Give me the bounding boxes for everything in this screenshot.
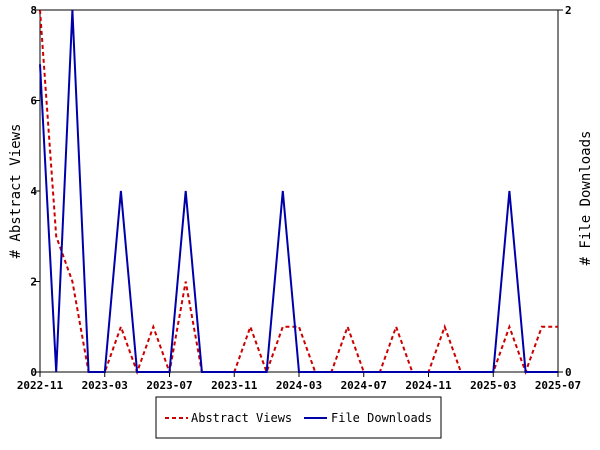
x-tick-label: 2025-03 — [470, 379, 516, 392]
x-tick-label: 2025-07 — [535, 379, 581, 392]
legend-label-file-downloads: File Downloads — [331, 411, 432, 425]
legend: Abstract Views File Downloads — [155, 396, 442, 439]
x-tick-label: 2024-11 — [405, 379, 452, 392]
legend-box — [155, 396, 442, 439]
y-tick-label-left: 8 — [30, 4, 37, 17]
y-tick-label-right: 2 — [565, 4, 572, 17]
legend-label-abstract-views: Abstract Views — [191, 411, 292, 425]
x-axis: 2022-11 2023-03 2023-07 2023-11 2024-03 2024-… — [17, 372, 581, 392]
y-axis-right-title: # File Downloads — [578, 131, 594, 266]
y-axis-right: 02 — [558, 4, 572, 379]
y-tick-label-left: 0 — [30, 366, 37, 379]
x-tick-label: 2023-11 — [211, 379, 258, 392]
x-tick-label: 2024-03 — [276, 379, 322, 392]
y-tick-label-left: 4 — [30, 185, 37, 198]
plot-area — [39, 9, 559, 373]
y-tick-label-left: 6 — [30, 95, 37, 108]
y-tick-label-right: 0 — [565, 366, 572, 379]
x-tick-label: 2023-07 — [146, 379, 192, 392]
y-axis-left-title: # Abstract Views — [8, 124, 24, 259]
x-tick-label: 2022-11 — [17, 379, 64, 392]
y-tick-label-left: 2 — [30, 276, 37, 289]
y-axis-left: 0 2 4 6 8 — [30, 4, 40, 379]
x-tick-label: 2024-07 — [341, 379, 387, 392]
x-tick-label: 2023-03 — [82, 379, 128, 392]
